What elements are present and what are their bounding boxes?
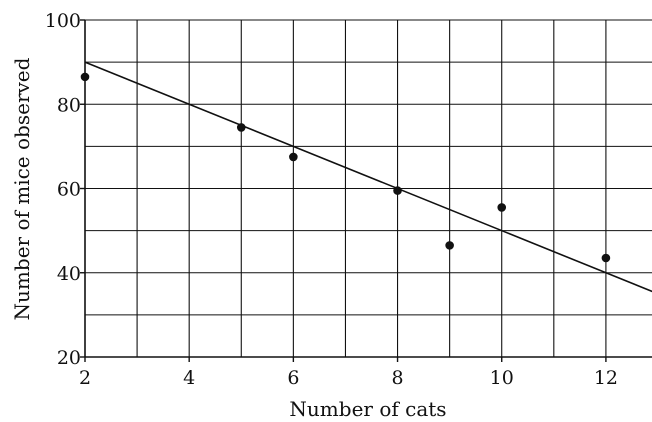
x-tick-label: 6 [287,367,299,389]
data-points [80,72,611,263]
trend-line [84,61,652,293]
y-tick-label: 80 [57,94,81,116]
y-tick-label: 100 [45,10,81,32]
y-tick-label: 40 [57,263,81,285]
data-point [236,123,246,132]
data-point [445,241,454,250]
data-point [80,72,90,82]
x-tick-label: 2 [79,367,91,389]
y-axis-label: Number of mice observed [10,57,34,320]
data-point [393,186,402,195]
x-tick-label: 4 [183,367,195,389]
x-tick-label: 8 [391,367,403,389]
y-tick-label: 20 [57,347,81,369]
y-tick-labels: 20 40 60 80 100 [45,10,81,369]
y-tick-label: 60 [57,179,81,201]
data-point [497,203,507,212]
data-point [289,152,298,162]
data-point [601,253,611,263]
x-tick-labels: 2 4 6 8 10 12 [79,367,618,389]
grid [80,19,652,362]
x-tick-label: 10 [490,367,514,389]
x-tick-label: 12 [594,367,618,389]
x-axis-label: Number of cats [289,397,446,421]
